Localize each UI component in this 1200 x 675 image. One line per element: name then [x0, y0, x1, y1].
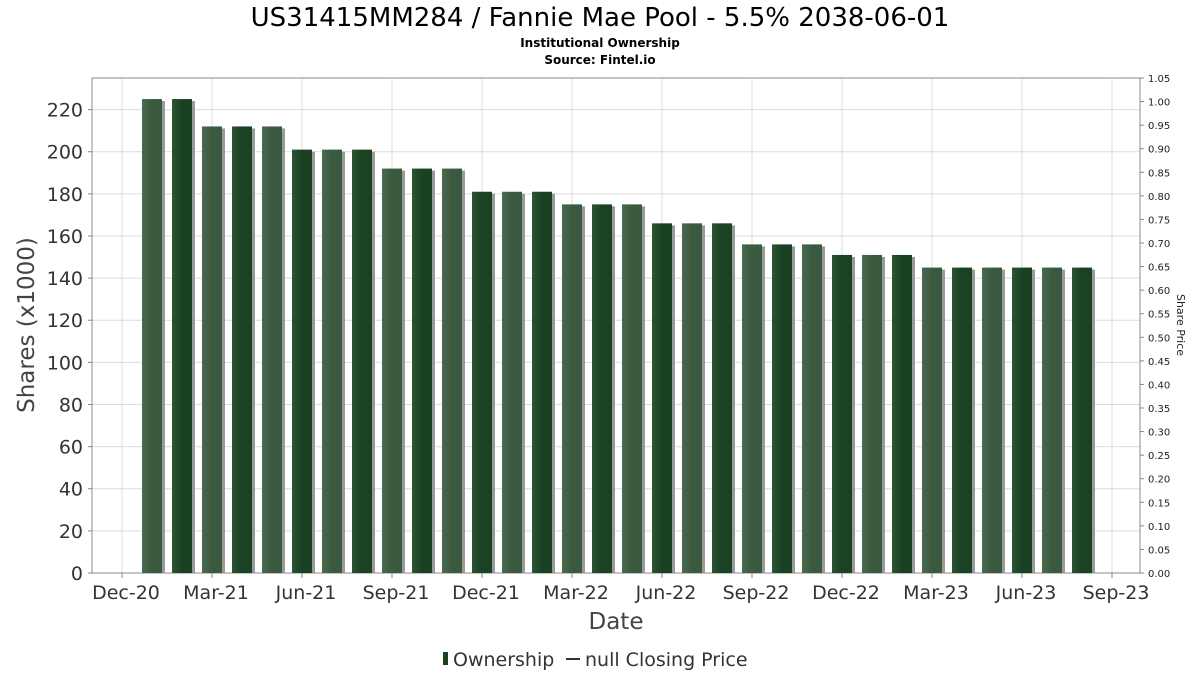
x-tick-label: Jun-21 [275, 582, 337, 604]
bar [292, 149, 312, 574]
legend: Ownership null Closing Price [443, 649, 748, 671]
y-right-tick-label: 0.60 [1148, 286, 1170, 297]
bar [442, 168, 462, 573]
y-right-tick-label: 0.70 [1148, 239, 1170, 250]
x-tick-label: Dec-20 [92, 582, 160, 604]
bar [562, 204, 582, 573]
bar [352, 149, 372, 574]
y-axis-left-ticks: 0 20 40 60 80 100 120 140 160 180 200 220 [47, 100, 92, 585]
y-right-tick-label: 0.80 [1148, 192, 1170, 203]
y-right-tick-label: 0.25 [1148, 451, 1170, 462]
chart-source: Source: Fintel.io [544, 53, 655, 67]
y-axis-right-label: Share Price [1174, 294, 1187, 356]
y-axis-label: Shares (x1000) [14, 237, 40, 413]
chart-title: US31415MM284 / Fannie Mae Pool - 5.5% 20… [251, 3, 950, 33]
bar [622, 204, 642, 573]
bar [862, 254, 882, 574]
legend-price-label: null Closing Price [585, 649, 748, 671]
bar [592, 204, 612, 573]
x-tick-label: Sep-22 [723, 582, 790, 604]
bar [802, 244, 822, 574]
bar [322, 149, 342, 574]
x-tick-label: Mar-22 [543, 582, 609, 604]
y-tick-label: 20 [59, 521, 83, 543]
bar [262, 126, 282, 573]
bar [1072, 267, 1092, 573]
x-tick-label: Dec-21 [452, 582, 520, 604]
bars [142, 99, 1095, 574]
legend-ownership-label: Ownership [453, 649, 554, 671]
y-right-tick-label: 0.55 [1148, 310, 1170, 321]
bar [1012, 267, 1032, 573]
y-tick-label: 180 [47, 184, 83, 206]
bar [772, 244, 792, 574]
y-right-tick-label: 1.05 [1148, 74, 1170, 85]
bar [382, 168, 402, 573]
y-tick-label: 0 [71, 563, 83, 585]
y-right-tick-label: 0.15 [1148, 498, 1170, 509]
y-axis-right-ticks: 0.00 0.05 0.10 0.15 0.20 0.25 0.30 0.35 0.40 0.45… [1140, 74, 1170, 580]
y-tick-label: 220 [47, 100, 83, 122]
x-axis-label: Date [589, 609, 644, 635]
y-right-tick-label: 0.05 [1148, 545, 1170, 556]
y-tick-label: 200 [47, 142, 83, 164]
plot-area [91, 77, 1141, 574]
y-right-tick-label: 0.30 [1148, 428, 1170, 439]
y-right-tick-label: 0.45 [1148, 357, 1170, 368]
bar [532, 191, 552, 573]
y-right-tick-label: 0.85 [1148, 168, 1170, 179]
y-tick-label: 100 [47, 352, 83, 374]
chart-subtitle: Institutional Ownership [520, 36, 680, 50]
bar [892, 254, 912, 574]
y-right-tick-label: 0.20 [1148, 475, 1170, 486]
bar [652, 223, 672, 573]
y-tick-label: 60 [59, 437, 83, 459]
legend-ownership-swatch [443, 652, 448, 665]
y-right-tick-label: 0.95 [1148, 121, 1170, 132]
bar [742, 244, 762, 574]
y-right-tick-label: 0.40 [1148, 380, 1170, 391]
y-right-tick-label: 0.00 [1148, 569, 1170, 580]
x-axis-ticks: Dec-20 Mar-21 Jun-21 Sep-21 Dec-21 Mar-22 Jun-… [92, 573, 1149, 604]
y-tick-label: 80 [59, 394, 83, 416]
bar [982, 267, 1002, 573]
bar [232, 126, 252, 573]
y-right-tick-label: 0.65 [1148, 263, 1170, 274]
y-right-tick-label: 0.10 [1148, 522, 1170, 533]
x-tick-label: Jun-23 [995, 582, 1057, 604]
y-right-tick-label: 1.00 [1148, 98, 1170, 109]
y-right-tick-label: 0.35 [1148, 404, 1170, 415]
bar [832, 254, 852, 574]
bar [1042, 267, 1062, 573]
y-tick-label: 120 [47, 310, 83, 332]
bar [502, 191, 522, 573]
bar [472, 191, 492, 573]
x-tick-label: Jun-22 [635, 582, 697, 604]
x-tick-label: Mar-23 [903, 582, 969, 604]
x-tick-label: Sep-23 [1083, 582, 1150, 604]
x-tick-label: Dec-22 [812, 582, 880, 604]
bar [952, 267, 972, 573]
y-tick-label: 160 [47, 226, 83, 248]
y-tick-label: 140 [47, 268, 83, 290]
bar [412, 168, 432, 573]
x-tick-label: Sep-21 [363, 582, 430, 604]
y-right-tick-label: 0.50 [1148, 333, 1170, 344]
y-tick-label: 40 [59, 479, 83, 501]
bar [922, 267, 942, 573]
bar [142, 99, 162, 573]
bar [172, 99, 192, 573]
bar [202, 126, 222, 573]
x-tick-label: Mar-21 [183, 582, 249, 604]
bar [712, 223, 732, 573]
bar [682, 223, 702, 573]
y-right-tick-label: 0.90 [1148, 145, 1170, 156]
y-right-tick-label: 0.75 [1148, 215, 1170, 226]
